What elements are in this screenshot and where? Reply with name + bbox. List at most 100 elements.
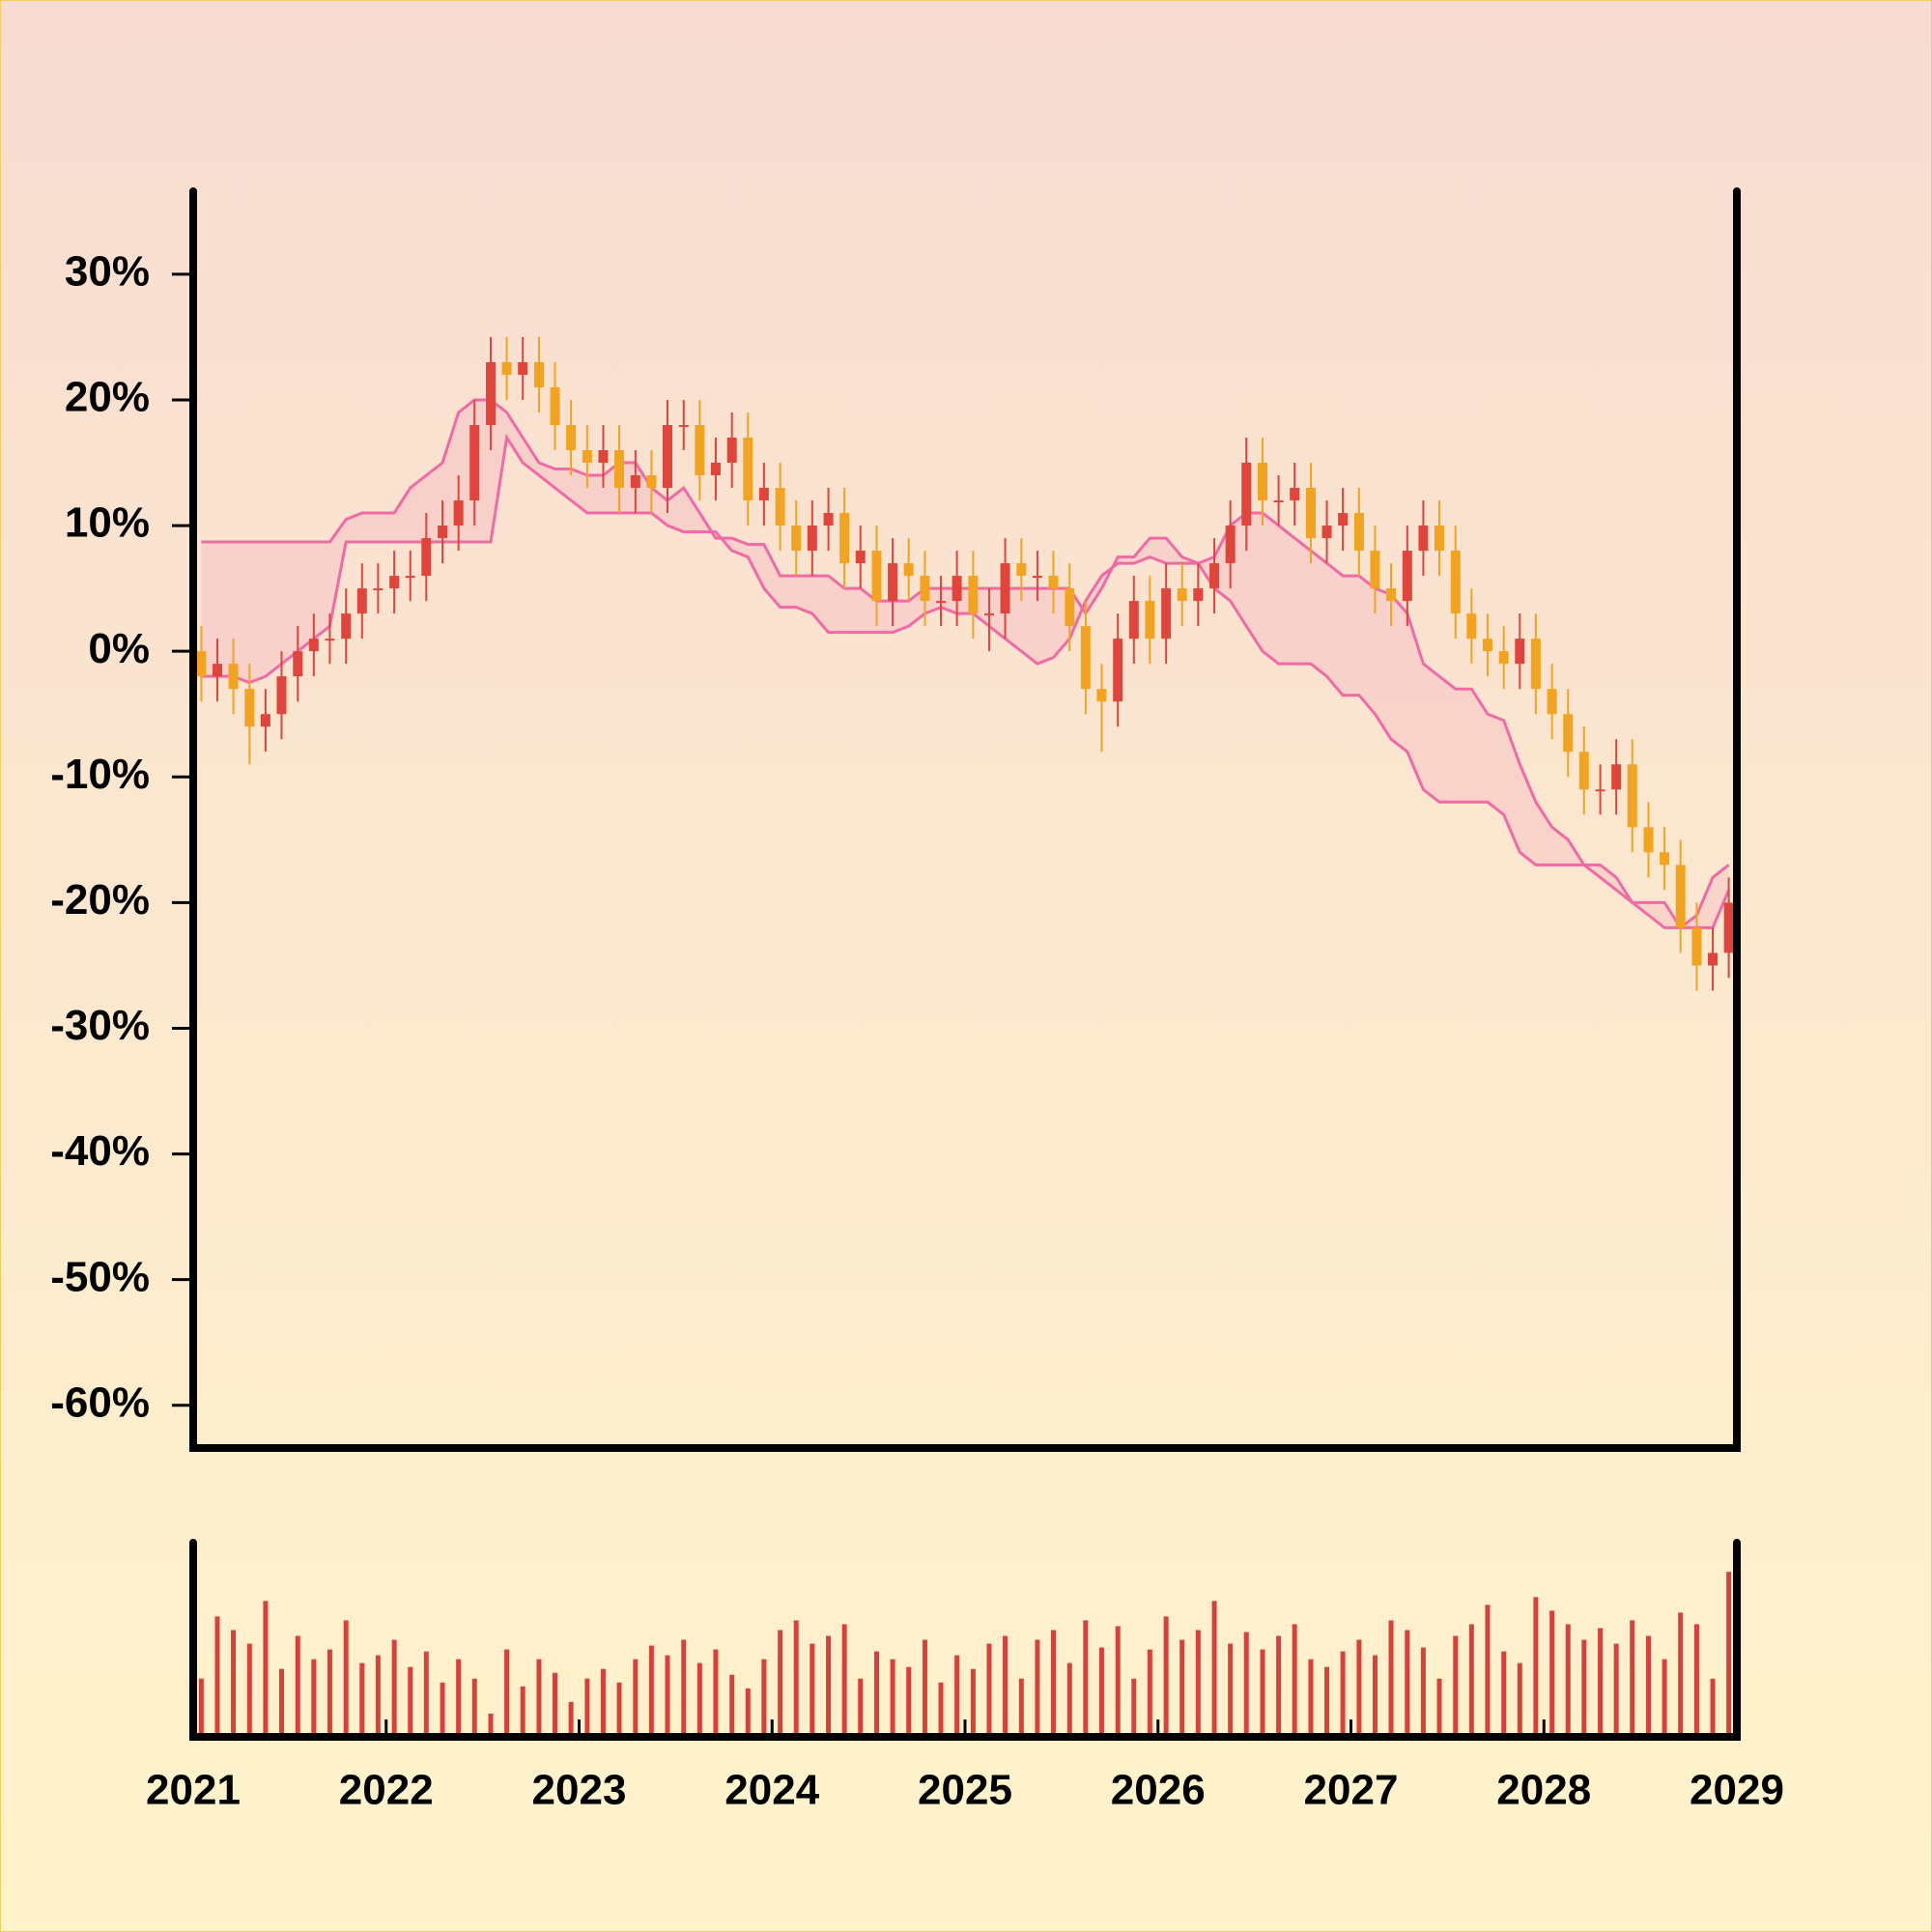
volume-bar: [1211, 1601, 1217, 1737]
candle-body: [1660, 852, 1670, 866]
candle-body: [1530, 639, 1541, 690]
volume-bar: [665, 1655, 670, 1737]
y-tick-label: 30%: [65, 247, 150, 295]
candle-body: [501, 361, 512, 375]
volume-bar: [1678, 1612, 1684, 1737]
volume-bar: [1276, 1635, 1282, 1737]
candle-body: [196, 651, 207, 677]
volume-bar: [986, 1643, 992, 1737]
volume-bar: [359, 1662, 365, 1737]
volume-bar: [1468, 1624, 1474, 1737]
candle-body: [630, 475, 640, 489]
candle-body: [389, 576, 400, 589]
volume-bar: [246, 1643, 252, 1737]
volume-bar: [1501, 1651, 1507, 1737]
candle-body: [646, 475, 657, 489]
candle-body: [1225, 526, 1236, 564]
candle-body: [758, 488, 769, 501]
volume-bar: [1533, 1597, 1539, 1737]
candle-body: [341, 613, 352, 639]
volume-bar: [1517, 1662, 1522, 1737]
candle-body: [1563, 714, 1574, 753]
y-tick-label: -10%: [50, 751, 150, 798]
candle-body: [823, 513, 834, 526]
candle-body: [903, 563, 914, 577]
candle-body: [244, 689, 255, 727]
volume-bar: [1179, 1639, 1185, 1737]
candle-body: [920, 576, 930, 602]
candle-body: [743, 437, 753, 501]
volume-bar: [633, 1659, 639, 1737]
candle-body: [550, 386, 560, 425]
candle-body: [566, 424, 577, 451]
volume-bar: [198, 1678, 204, 1737]
candle-body: [1065, 588, 1075, 627]
volume-bar: [1420, 1647, 1426, 1737]
volume-bar: [520, 1686, 526, 1737]
candle-body: [453, 500, 464, 526]
volume-bar: [584, 1678, 590, 1737]
candle-body: [1515, 639, 1525, 665]
candle-body: [438, 526, 448, 539]
volume-bar: [1292, 1624, 1297, 1737]
axis-spine: [189, 187, 1741, 1452]
candle-body: [1048, 576, 1059, 589]
volume-bar: [568, 1701, 574, 1737]
volume-bar: [778, 1630, 783, 1737]
volume-bar: [1147, 1649, 1152, 1737]
volume-bar: [1372, 1655, 1378, 1737]
volume-bar: [745, 1688, 751, 1737]
volume-bar: [1243, 1632, 1249, 1737]
volume-bar: [1340, 1651, 1346, 1737]
candle-body: [983, 613, 994, 616]
candle-body: [405, 576, 415, 579]
volume-bar: [1083, 1620, 1089, 1737]
volume-bar: [423, 1651, 429, 1737]
volume-bar: [471, 1678, 477, 1737]
candle-body: [518, 361, 528, 375]
candle-body: [260, 714, 270, 727]
candle-body: [888, 563, 898, 602]
candle-body: [1691, 927, 1702, 966]
candle-body: [1177, 588, 1187, 602]
volume-bar: [1646, 1635, 1652, 1737]
candle-body: [469, 424, 480, 501]
volume-bar: [1003, 1635, 1009, 1737]
volume-bar: [826, 1635, 832, 1737]
volume-bar: [906, 1666, 912, 1737]
volume-bar: [488, 1713, 494, 1737]
candle-body: [1418, 526, 1429, 552]
x-tick-label: 2029: [1690, 1767, 1784, 1814]
candle-body: [486, 361, 497, 425]
volume-bar: [696, 1662, 702, 1737]
y-tick-label: 10%: [65, 499, 150, 547]
volume-bar: [214, 1616, 220, 1737]
candle-body: [1353, 513, 1364, 552]
volume-bar: [456, 1659, 462, 1737]
candle-body: [421, 538, 432, 577]
candle-body: [1675, 865, 1686, 928]
x-tick-label: 2023: [532, 1767, 627, 1814]
band-line: [201, 398, 1730, 929]
axis-spine: [189, 1539, 1741, 1741]
volume-bar: [263, 1601, 269, 1737]
candle-body: [1402, 551, 1412, 602]
volume-bar: [954, 1655, 960, 1737]
y-tick-label: -50%: [50, 1253, 150, 1300]
candle-body: [1578, 752, 1589, 790]
volume-bar: [1324, 1666, 1330, 1737]
candle-body: [695, 424, 705, 476]
candle-body: [1595, 789, 1605, 792]
candle-body: [1096, 689, 1107, 702]
candle-body: [1113, 639, 1123, 702]
candle-body: [1611, 764, 1622, 790]
volume-bar: [600, 1668, 606, 1737]
volume-bar: [311, 1659, 317, 1737]
volume-bar: [970, 1668, 976, 1737]
candle-body: [839, 513, 850, 564]
candle-body: [726, 437, 737, 464]
candle-body: [356, 588, 367, 614]
x-tick-label: 2022: [339, 1767, 434, 1814]
candle-body: [1145, 601, 1155, 639]
volume-bar: [375, 1655, 381, 1737]
